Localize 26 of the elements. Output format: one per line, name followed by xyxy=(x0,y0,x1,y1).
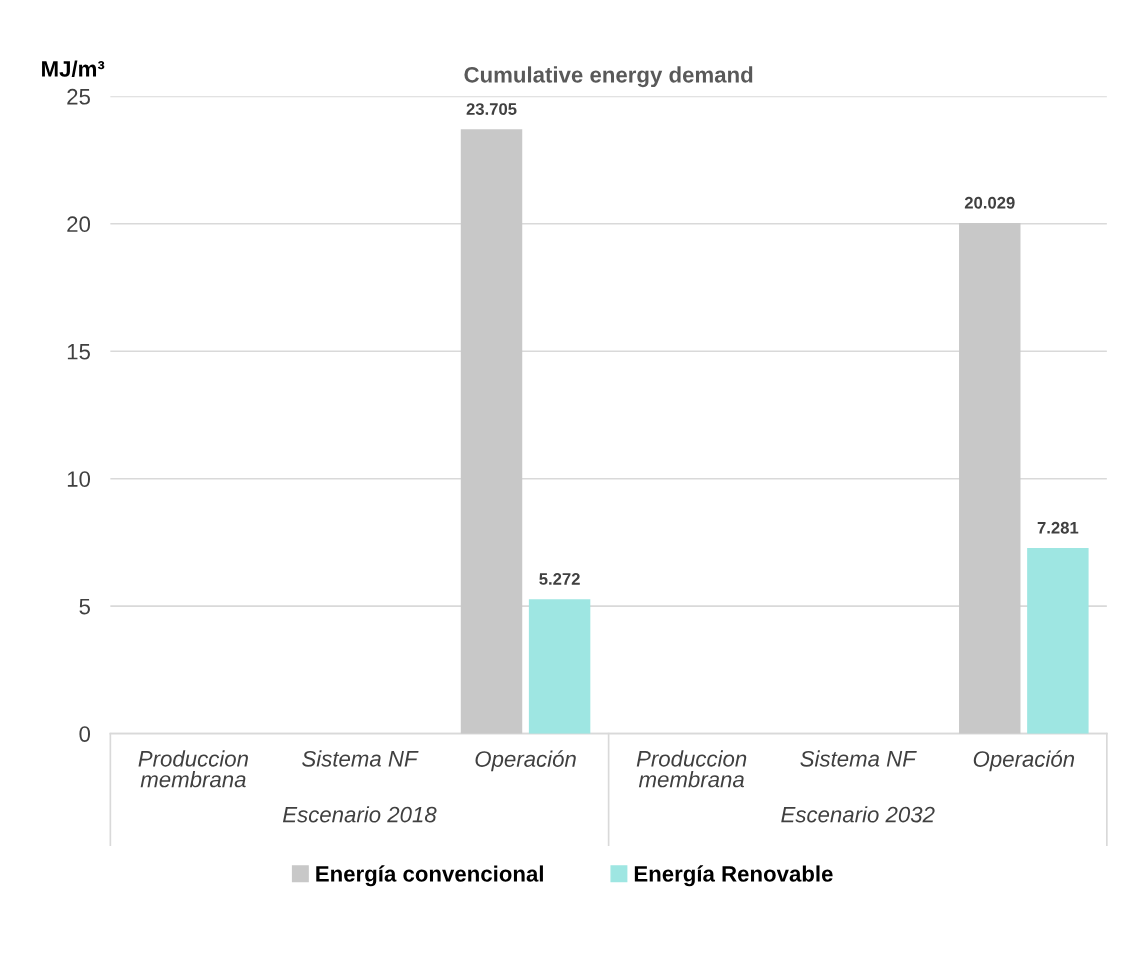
x-tick-label: Produccion membrana xyxy=(636,750,747,788)
legend-label: Energía Renovable xyxy=(634,865,833,887)
data-label: 7.281 xyxy=(1037,521,1079,534)
x-tick-label: Operación xyxy=(973,750,1075,772)
y-tick-label: 5 xyxy=(79,598,90,615)
data-label: 20.029 xyxy=(964,196,1015,209)
y-tick-label: 20 xyxy=(67,216,91,233)
y-tick-label: 15 xyxy=(67,344,90,360)
data-label: 5.272 xyxy=(539,573,580,585)
bar xyxy=(959,223,1021,734)
text: Escenario 2018 xyxy=(282,806,437,823)
x-tick-label: Operación xyxy=(475,750,576,772)
y-tick-label: 0 xyxy=(79,726,91,742)
legend-label: Energía convencional xyxy=(316,865,543,887)
x-tick-label: Produccion membrana xyxy=(138,750,248,788)
y-tick-label: 25 xyxy=(67,88,90,105)
bar xyxy=(528,599,591,734)
data-label: 23.705 xyxy=(466,103,517,115)
bar xyxy=(1027,548,1089,734)
x-tick-label: Sistema NF xyxy=(302,750,419,767)
y-tick-label: 10 xyxy=(67,471,91,487)
chart-title: Cumulative energy demand xyxy=(464,66,753,88)
text: Escenario 2032 xyxy=(781,806,935,823)
y-axis-title: MJ/m³ xyxy=(42,60,105,78)
x-tick-label: Sistema NF xyxy=(800,750,917,767)
bar xyxy=(460,129,523,734)
